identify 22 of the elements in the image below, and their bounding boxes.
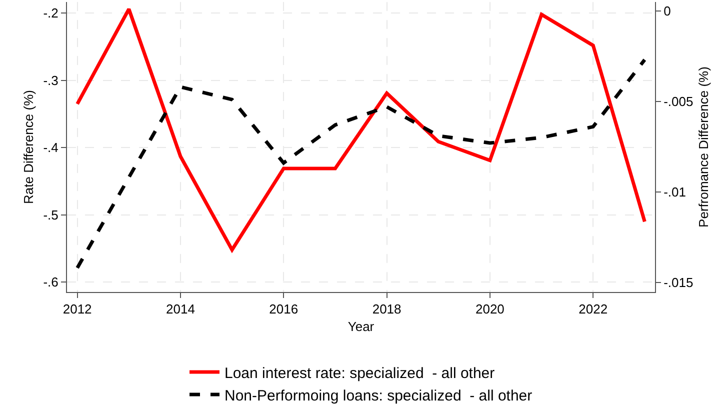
y2-axis-title: Perfromance Difference (%) (696, 66, 711, 228)
legend-label: Non-Performoing loans: specialized - all other (224, 387, 532, 404)
x-tick-label: 2016 (269, 302, 298, 317)
y2-tick-label: -.01 (664, 184, 686, 200)
line-series (76, 58, 646, 270)
x-tick-label: 2022 (578, 302, 608, 317)
y2-tick-label: -.005 (664, 94, 694, 109)
x-tick-label: 2014 (166, 302, 195, 317)
line-series (76, 7, 646, 252)
y-tick-label: -.5 (43, 207, 58, 222)
x-tick-label: 2012 (62, 302, 92, 317)
y-tick-label: -.6 (43, 274, 58, 290)
y-axis-title: Rate Difference (%) (21, 90, 36, 204)
y2-tick-label: 0 (664, 3, 671, 18)
x-tick-label: 2018 (372, 302, 402, 317)
x-axis-title: Year (348, 319, 375, 334)
y2-tick-label: -.015 (664, 274, 694, 290)
x-tick-label: 2020 (475, 302, 504, 317)
y-tick-label: -.2 (43, 6, 58, 21)
y-tick-label: -.3 (43, 72, 58, 88)
y-tick-label: -.4 (43, 140, 58, 156)
legend-label: Loan interest rate: specialized - all other (224, 364, 495, 382)
